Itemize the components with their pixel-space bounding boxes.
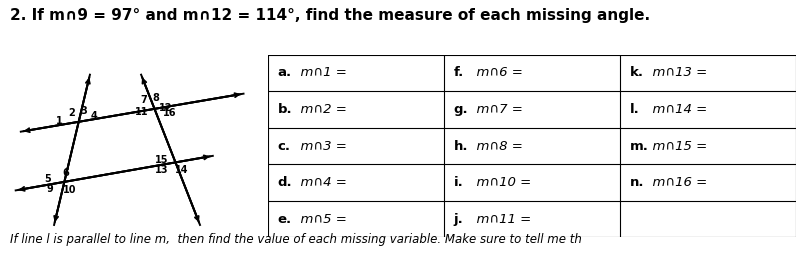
Text: m∩13 =: m∩13 = <box>644 66 707 80</box>
Text: m∩6 =: m∩6 = <box>468 66 523 80</box>
Text: 12: 12 <box>159 103 173 113</box>
Text: m∩14 =: m∩14 = <box>644 103 707 116</box>
Text: c.: c. <box>278 139 290 153</box>
Text: m∩5 =: m∩5 = <box>292 213 347 226</box>
Text: f.: f. <box>454 66 464 80</box>
Text: 3: 3 <box>80 106 86 116</box>
Text: 9: 9 <box>47 184 54 194</box>
Text: j.: j. <box>454 213 463 226</box>
Text: a.: a. <box>278 66 292 80</box>
Text: b.: b. <box>278 103 292 116</box>
Text: 2. If m∩9 = 97° and m∩12 = 114°, find the measure of each missing angle.: 2. If m∩9 = 97° and m∩12 = 114°, find th… <box>10 8 650 23</box>
Text: 10: 10 <box>63 185 77 195</box>
Text: e.: e. <box>278 213 292 226</box>
Text: h.: h. <box>454 139 468 153</box>
Text: 2: 2 <box>68 108 75 118</box>
Text: g.: g. <box>454 103 468 116</box>
Text: m∩10 =: m∩10 = <box>468 176 531 189</box>
Text: m∩15 =: m∩15 = <box>644 139 707 153</box>
Text: 4: 4 <box>90 111 98 121</box>
Text: 15: 15 <box>155 155 169 165</box>
Text: m∩7 =: m∩7 = <box>468 103 523 116</box>
Text: If line l is parallel to line m,  then find the value of each missing variable. : If line l is parallel to line m, then fi… <box>10 233 582 246</box>
Text: m∩11 =: m∩11 = <box>468 213 531 226</box>
Text: 13: 13 <box>154 165 168 175</box>
Text: m∩3 =: m∩3 = <box>292 139 347 153</box>
Text: 5: 5 <box>44 174 51 184</box>
Text: l.: l. <box>630 103 639 116</box>
Text: m∩4 =: m∩4 = <box>292 176 347 189</box>
Text: 6: 6 <box>62 168 69 178</box>
Text: m∩2 =: m∩2 = <box>292 103 347 116</box>
Text: 8: 8 <box>152 93 159 103</box>
Text: n.: n. <box>630 176 644 189</box>
Text: 1: 1 <box>56 116 63 126</box>
Text: 14: 14 <box>175 165 189 175</box>
Text: k.: k. <box>630 66 643 80</box>
Text: m∩1 =: m∩1 = <box>292 66 347 80</box>
Text: m.: m. <box>630 139 648 153</box>
Text: 16: 16 <box>163 108 177 118</box>
Text: 11: 11 <box>134 107 148 117</box>
Text: d.: d. <box>278 176 292 189</box>
Text: m∩8 =: m∩8 = <box>468 139 523 153</box>
Text: i.: i. <box>454 176 463 189</box>
Text: m∩16 =: m∩16 = <box>644 176 707 189</box>
Text: 7: 7 <box>140 95 147 105</box>
